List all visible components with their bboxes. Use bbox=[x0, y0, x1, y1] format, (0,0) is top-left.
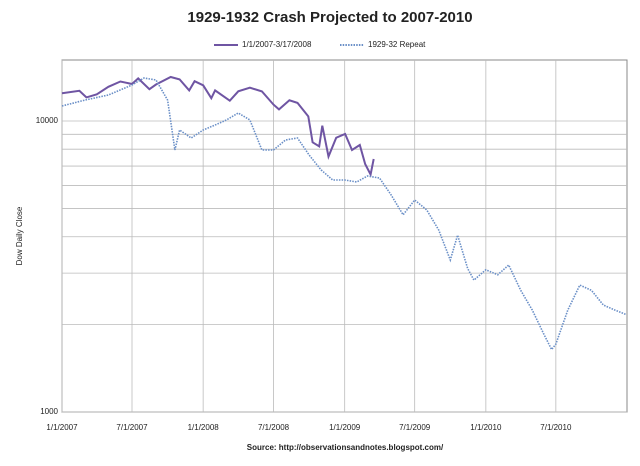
data-line bbox=[61, 75, 375, 178]
data-line bbox=[61, 77, 627, 351]
chart-title: 1929-1932 Crash Projected to 2007-2010 bbox=[187, 9, 472, 26]
x-tick-label: 1/1/2009 bbox=[329, 423, 361, 432]
y-tick-label: 10000 bbox=[36, 116, 59, 125]
legend-label: 1929-32 Repeat bbox=[368, 40, 426, 49]
x-tick-label: 1/1/2008 bbox=[188, 423, 220, 432]
x-tick-label: 7/1/2010 bbox=[540, 423, 572, 432]
y-tick-label: 1000 bbox=[40, 407, 58, 416]
y-axis-label: Dow Daily Close bbox=[15, 206, 24, 265]
legend-label: 1/1/2007-3/17/2008 bbox=[242, 40, 312, 49]
x-tick-label: 7/1/2008 bbox=[258, 423, 290, 432]
x-tick-label: 7/1/2009 bbox=[399, 423, 431, 432]
source-note: Source: http://observationsandnotes.blog… bbox=[247, 443, 444, 452]
x-tick-label: 1/1/2007 bbox=[46, 423, 78, 432]
x-tick-label: 1/1/2010 bbox=[470, 423, 502, 432]
x-tick-label: 7/1/2007 bbox=[116, 423, 148, 432]
